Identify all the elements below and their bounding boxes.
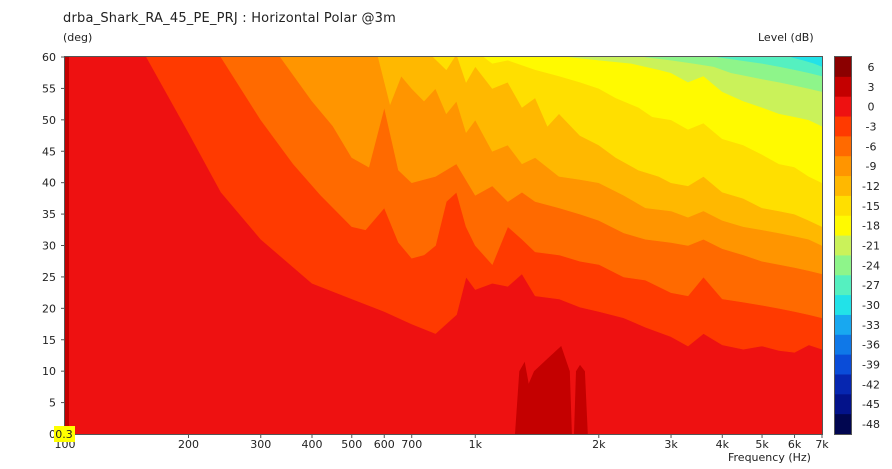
colorbar-tick-label: -42: [862, 378, 880, 391]
colorbar-swatch: [835, 96, 851, 118]
x-tick-label: 500: [341, 438, 362, 451]
x-tick-label: 400: [302, 438, 323, 451]
plot-area: [65, 57, 822, 434]
colorbar: 6 3 0 -3 -6 -9 -12 -15 -18 -21 -24 -27 -30 -33 -36 -39 -…: [834, 56, 880, 435]
colorbar-border: [834, 56, 852, 435]
colorbar-tick-label: -30: [862, 299, 880, 312]
x-tick-label: 6k: [788, 438, 802, 451]
x-tick-label: 700: [401, 438, 422, 451]
x-tick-label: 4k: [716, 438, 730, 451]
svg-text:0.3: 0.3: [55, 428, 73, 441]
colorbar-swatch: [835, 57, 851, 78]
colorbar-swatch: [835, 176, 851, 197]
colorbar-swatch: [835, 374, 851, 395]
colorbar-tick-label: -39: [862, 359, 880, 372]
y-tick-label: 35: [42, 208, 56, 221]
colorbar-tick-label: -12: [862, 180, 880, 193]
y-tick-label: 40: [42, 177, 56, 190]
x-tick-label: 1k: [469, 438, 483, 451]
colorbar-swatch: [835, 334, 851, 356]
colorbar-tick-label: -48: [862, 418, 880, 431]
colorbar-swatch: [835, 275, 851, 296]
colorbar-swatch: [835, 76, 851, 98]
colorbar-tick-label: -33: [862, 319, 880, 332]
x-tick-label: 200: [178, 438, 199, 451]
colorbar-tick-label: -3: [866, 120, 877, 133]
y-tick-label: 55: [42, 82, 56, 95]
colorbar-swatch: [835, 156, 851, 177]
contour-band-minus30db: [791, 57, 822, 67]
y-tick-label: 0: [49, 428, 56, 441]
low-frequency-edge: [65, 57, 69, 434]
colorbar-swatch: [835, 394, 851, 415]
y-tick-label: 15: [42, 334, 56, 347]
colorbar-swatch: [835, 314, 851, 336]
colorbar-swatch: [835, 235, 851, 256]
colorbar-tick-label: 3: [868, 81, 875, 94]
colorbar-tick-label: -24: [862, 259, 880, 272]
peak-region-2: [574, 364, 588, 434]
colorbar-swatch: [835, 195, 851, 217]
y-tick-label: 25: [42, 271, 56, 284]
y-tick-label: 60: [42, 51, 56, 64]
x-tick-label: 3k: [664, 438, 678, 451]
colorbar-tick-label: -15: [862, 200, 880, 213]
colorbar-swatch: [835, 295, 851, 316]
colorbar-tick-label: 6: [868, 61, 875, 74]
colorbar-tick-label: -21: [862, 240, 880, 253]
peak-region-1: [515, 346, 572, 434]
y-tick-label: 45: [42, 145, 56, 158]
colorbar-tick-label: -36: [862, 339, 880, 352]
y-axis-unit-label: (deg): [63, 31, 93, 44]
x-tick-label: 2k: [592, 438, 606, 451]
x-tick-label: 300: [250, 438, 271, 451]
colorbar-tick-label: -18: [862, 220, 880, 233]
colorbar-swatch: [835, 414, 851, 435]
colorbar-swatch: [835, 354, 851, 375]
colorbar-swatch: [835, 136, 851, 157]
x-tick-label: 7k: [815, 438, 829, 451]
colorbar-swatch: [835, 255, 851, 276]
y-tick-label: 20: [42, 302, 56, 315]
y-tick-label: 50: [42, 114, 56, 127]
colorbar-label: Level (dB): [758, 31, 814, 44]
contour-band-minus27db: [717, 57, 822, 77]
x-axis-label: Frequency (Hz): [728, 451, 811, 464]
colorbar-swatch: [835, 215, 851, 237]
colorbar-tick-label: 0: [868, 101, 875, 114]
colorbar-swatch: [835, 116, 851, 137]
chart-title: drba_Shark_RA_45_PE_PRJ : Horizontal Pol…: [63, 11, 397, 26]
cursor-readout: 0.3: [54, 426, 75, 442]
colorbar-tick-label: -6: [866, 140, 877, 153]
colorbar-tick-label: -45: [862, 398, 880, 411]
y-tick-label: 30: [42, 240, 56, 253]
colorbar-tick-label: -9: [866, 160, 877, 173]
colorbar-tick-label: -27: [862, 279, 880, 292]
x-tick-label: 600: [374, 438, 395, 451]
x-tick-label: 5k: [755, 438, 769, 451]
y-tick-label: 5: [49, 397, 56, 410]
y-tick-label: 10: [42, 365, 56, 378]
